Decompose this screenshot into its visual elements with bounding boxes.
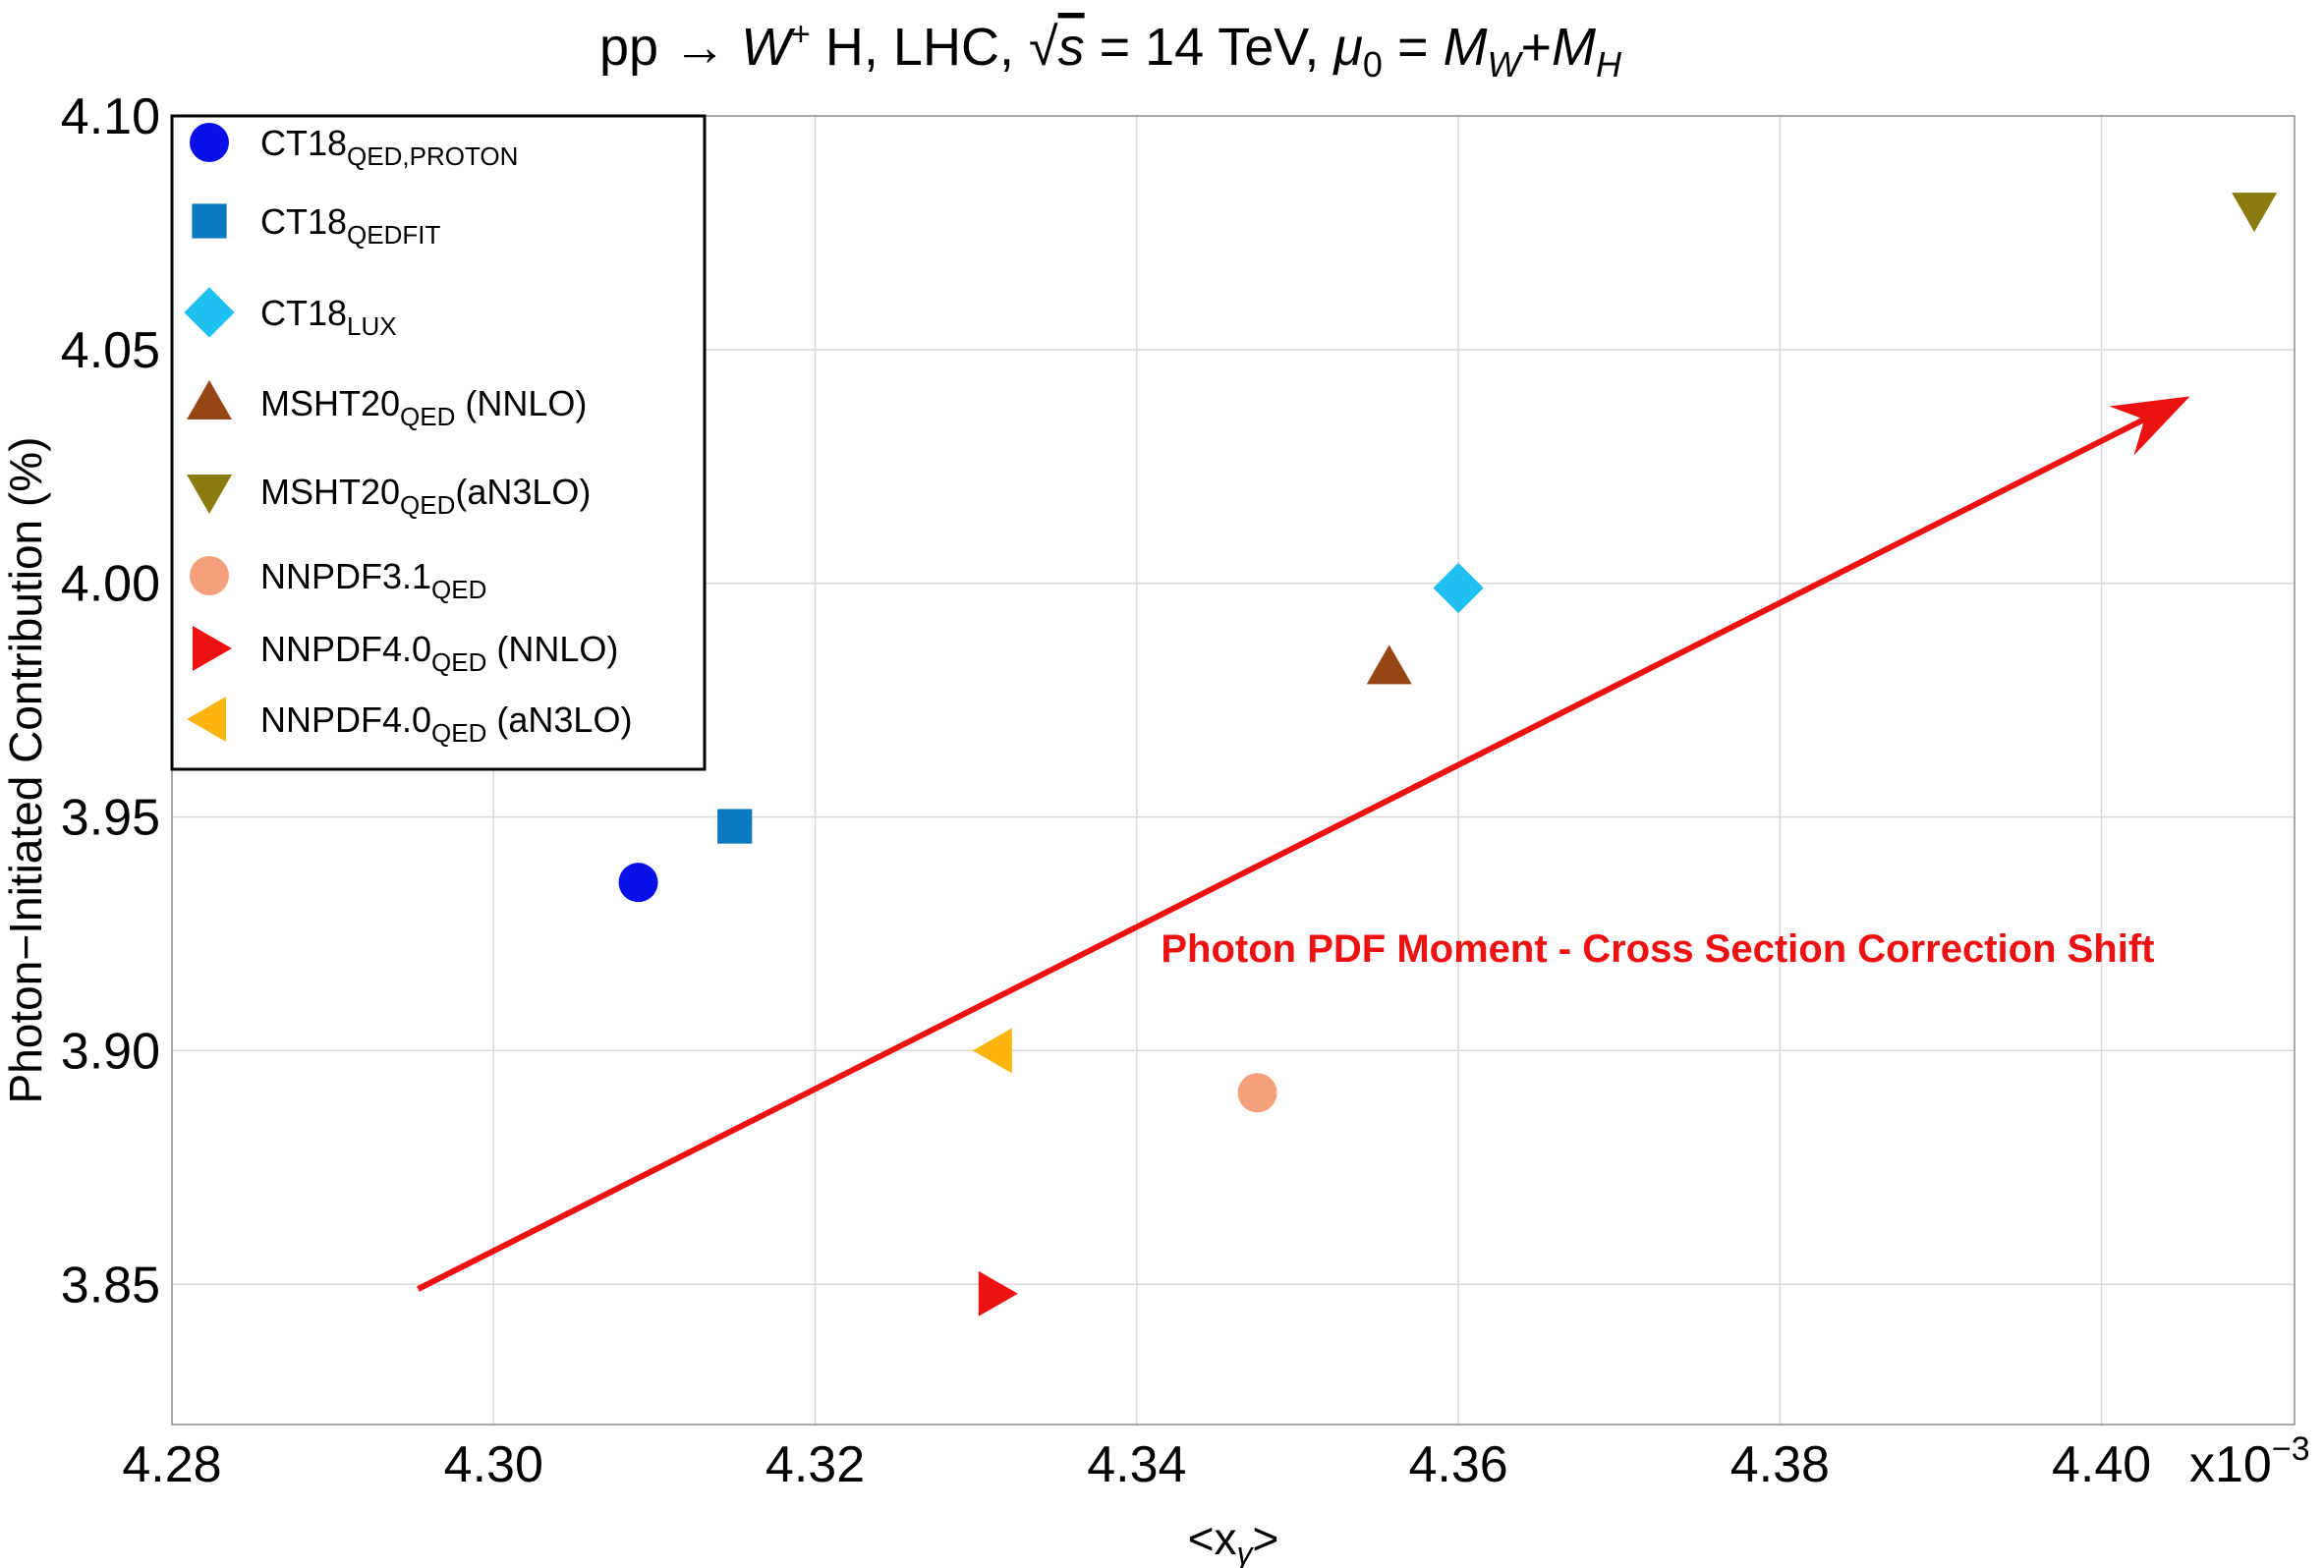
legend-label: MSHT20QED(aN3LO) — [260, 472, 591, 520]
legend-marker — [187, 475, 232, 514]
data-point — [1433, 562, 1484, 614]
legend-label: NNPDF3.1QED — [260, 556, 486, 604]
data-point — [972, 1028, 1012, 1074]
y-tick-label: 4.00 — [61, 556, 160, 613]
data-point — [618, 863, 658, 903]
shift-arrow-group — [417, 396, 2190, 1292]
legend-label: NNPDF4.0QED (NNLO) — [260, 629, 618, 677]
x-axis-title: <xγ> — [1188, 1513, 1279, 1568]
legend-label: CT18LUX — [260, 293, 397, 341]
y-tick-label: 4.10 — [61, 88, 160, 145]
x-tick-label: 4.30 — [444, 1436, 543, 1493]
x-tick-label: 4.32 — [765, 1436, 865, 1493]
legend-marker — [190, 556, 229, 595]
y-axis-title: Photon−Initiated Contribution (%) — [0, 437, 51, 1104]
data-point — [2232, 193, 2278, 233]
x-tick-label: 4.40 — [2052, 1436, 2151, 1493]
legend-label: CT18QED,PROTON — [260, 123, 518, 171]
data-point — [1366, 644, 1412, 685]
legend-label: CT18QEDFIT — [260, 201, 440, 250]
x-tick-label: 4.36 — [1408, 1436, 1507, 1493]
legend-marker — [193, 626, 232, 671]
legend-marker — [192, 203, 227, 239]
annotation-text: Photon PDF Moment - Cross Section Correc… — [1161, 927, 2154, 971]
y-tick-label: 3.85 — [61, 1257, 160, 1314]
legend-marker — [187, 380, 232, 420]
chart-title: pp → W+ H, LHC, √s = 14 TeV, μ0 = MW+MH — [599, 16, 1622, 84]
x-tick-label: 4.34 — [1087, 1436, 1186, 1493]
y-tick-label: 3.95 — [61, 790, 160, 847]
axis-ticks: 4.28 4.30 4.32 4.34 4.36 4.38 4.40 3.85 3.90 3.95… — [61, 88, 2151, 1493]
legend-marker — [187, 697, 226, 742]
data-points — [618, 193, 2278, 1316]
x-scale-label: x10−3 — [2189, 1430, 2310, 1493]
legend-box — [170, 114, 707, 771]
sqrt-radical: √ — [1029, 18, 1058, 77]
y-tick-label: 4.05 — [61, 322, 160, 379]
data-point — [1237, 1073, 1277, 1113]
legend-marker — [190, 123, 229, 162]
legend: CT18QED,PROTON CT18QEDFIT CT18LUX MSHT20QED… — [170, 114, 707, 771]
legend-label: NNPDF4.0QED (aN3LO) — [260, 700, 632, 748]
x-tick-label: 4.28 — [122, 1436, 221, 1493]
shift-arrow-head — [2109, 396, 2190, 456]
data-point — [978, 1270, 1018, 1316]
data-point — [717, 809, 753, 844]
legend-label: MSHT20QED (NNLO) — [260, 383, 587, 431]
x-tick-label: 4.38 — [1730, 1436, 1830, 1493]
shift-arrow-line — [417, 417, 2146, 1292]
y-tick-label: 3.90 — [61, 1023, 160, 1080]
legend-marker — [184, 287, 235, 338]
